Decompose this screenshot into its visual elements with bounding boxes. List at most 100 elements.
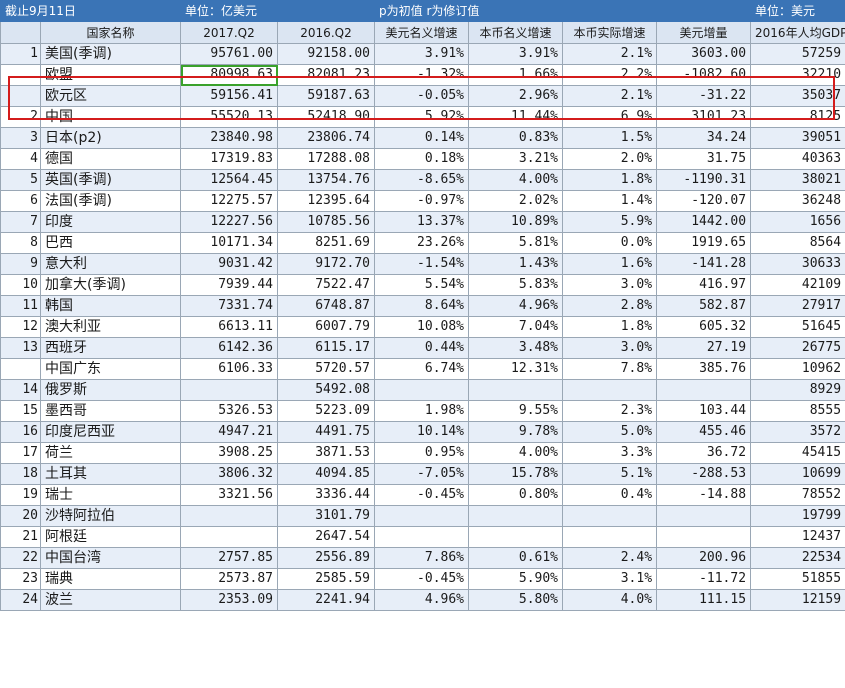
country-name-cell[interactable]: 中国广东 <box>40 358 181 380</box>
country-name-cell[interactable]: 荷兰 <box>40 442 181 464</box>
per-capita-gdp-cell[interactable]: 40363 <box>750 148 845 170</box>
usd-increment-cell[interactable]: 3603.00 <box>656 43 752 65</box>
per-capita-gdp-cell[interactable]: 8929 <box>750 379 845 401</box>
gdp-2017q2-cell[interactable]: 12275.57 <box>180 190 278 212</box>
local-nominal-growth-cell[interactable]: 0.61% <box>468 547 564 569</box>
per-capita-gdp-cell[interactable]: 35037 <box>750 85 845 107</box>
usd-nominal-growth-cell[interactable]: -0.45% <box>374 568 470 590</box>
local-real-growth-cell[interactable] <box>562 526 658 548</box>
gdp-2017q2-cell[interactable]: 2353.09 <box>180 589 278 611</box>
gdp-2016q2-cell[interactable]: 8251.69 <box>276 232 376 254</box>
usd-nominal-growth-cell[interactable] <box>374 505 470 527</box>
usd-increment-cell[interactable] <box>656 379 752 401</box>
header-per-capita-gdp[interactable]: 2016年人均GDP <box>750 21 845 44</box>
banner-unit-left[interactable]: 单位：亿美元 <box>179 0 376 22</box>
gdp-2017q2-cell[interactable] <box>180 379 278 401</box>
row-index-cell[interactable] <box>0 85 41 107</box>
per-capita-gdp-cell[interactable]: 78552 <box>750 484 845 506</box>
usd-increment-cell[interactable]: 455.46 <box>656 421 752 443</box>
local-nominal-growth-cell[interactable]: 11.44% <box>468 106 564 128</box>
usd-increment-cell[interactable]: 1442.00 <box>656 211 752 233</box>
local-nominal-growth-cell[interactable]: 7.04% <box>468 316 564 338</box>
usd-increment-cell[interactable]: 36.72 <box>656 442 752 464</box>
usd-increment-cell[interactable]: 111.15 <box>656 589 752 611</box>
gdp-2016q2-cell[interactable]: 2556.89 <box>276 547 376 569</box>
usd-increment-cell[interactable]: 605.32 <box>656 316 752 338</box>
gdp-2017q2-cell[interactable]: 5326.53 <box>180 400 278 422</box>
gdp-2016q2-cell[interactable]: 82081.23 <box>276 64 376 86</box>
local-real-growth-cell[interactable]: 0.4% <box>562 484 658 506</box>
gdp-2016q2-cell[interactable]: 6115.17 <box>276 337 376 359</box>
gdp-2017q2-cell[interactable]: 7331.74 <box>180 295 278 317</box>
per-capita-gdp-cell[interactable]: 38021 <box>750 169 845 191</box>
local-real-growth-cell[interactable]: 2.2% <box>562 64 658 86</box>
gdp-2016q2-cell[interactable]: 12395.64 <box>276 190 376 212</box>
gdp-2016q2-cell[interactable]: 4491.75 <box>276 421 376 443</box>
local-nominal-growth-cell[interactable]: 15.78% <box>468 463 564 485</box>
country-name-cell[interactable]: 沙特阿拉伯 <box>40 505 181 527</box>
header-2017q2[interactable]: 2017.Q2 <box>180 21 278 44</box>
usd-nominal-growth-cell[interactable]: 8.64% <box>374 295 470 317</box>
country-name-cell[interactable]: 瑞典 <box>40 568 181 590</box>
usd-nominal-growth-cell[interactable]: 1.98% <box>374 400 470 422</box>
row-index-cell[interactable]: 8 <box>0 232 41 254</box>
row-index-cell[interactable]: 7 <box>0 211 41 233</box>
per-capita-gdp-cell[interactable]: 19799 <box>750 505 845 527</box>
usd-increment-cell[interactable]: 385.76 <box>656 358 752 380</box>
gdp-2016q2-cell[interactable]: 59187.63 <box>276 85 376 107</box>
per-capita-gdp-cell[interactable]: 1656 <box>750 211 845 233</box>
local-real-growth-cell[interactable]: 5.0% <box>562 421 658 443</box>
header-country[interactable]: 国家名称 <box>40 21 181 44</box>
row-index-cell[interactable]: 20 <box>0 505 41 527</box>
local-nominal-growth-cell[interactable]: 5.80% <box>468 589 564 611</box>
gdp-2017q2-cell[interactable]: 2757.85 <box>180 547 278 569</box>
usd-increment-cell[interactable]: 34.24 <box>656 127 752 149</box>
local-nominal-growth-cell[interactable]: 4.00% <box>468 442 564 464</box>
usd-increment-cell[interactable]: 103.44 <box>656 400 752 422</box>
local-real-growth-cell[interactable]: 2.4% <box>562 547 658 569</box>
row-index-cell[interactable]: 18 <box>0 463 41 485</box>
header-index[interactable] <box>0 21 41 44</box>
gdp-2017q2-cell[interactable]: 7939.44 <box>180 274 278 296</box>
usd-nominal-growth-cell[interactable]: 6.74% <box>374 358 470 380</box>
per-capita-gdp-cell[interactable]: 45415 <box>750 442 845 464</box>
usd-increment-cell[interactable]: -288.53 <box>656 463 752 485</box>
usd-nominal-growth-cell[interactable]: 10.08% <box>374 316 470 338</box>
country-name-cell[interactable]: 印度尼西亚 <box>40 421 181 443</box>
usd-nominal-growth-cell[interactable]: -0.97% <box>374 190 470 212</box>
usd-increment-cell[interactable] <box>656 526 752 548</box>
gdp-2017q2-cell[interactable] <box>180 505 278 527</box>
local-real-growth-cell[interactable]: 7.8% <box>562 358 658 380</box>
country-name-cell[interactable]: 意大利 <box>40 253 181 275</box>
gdp-2017q2-cell[interactable]: 3321.56 <box>180 484 278 506</box>
per-capita-gdp-cell[interactable]: 30633 <box>750 253 845 275</box>
row-index-cell[interactable]: 1 <box>0 43 41 65</box>
country-name-cell[interactable]: 巴西 <box>40 232 181 254</box>
per-capita-gdp-cell[interactable]: 10699 <box>750 463 845 485</box>
country-name-cell[interactable]: 墨西哥 <box>40 400 181 422</box>
usd-nominal-growth-cell[interactable]: 0.14% <box>374 127 470 149</box>
local-nominal-growth-cell[interactable]: 0.83% <box>468 127 564 149</box>
country-name-cell[interactable]: 英国(季调) <box>40 169 181 191</box>
row-index-cell[interactable]: 17 <box>0 442 41 464</box>
usd-nominal-growth-cell[interactable] <box>374 526 470 548</box>
local-real-growth-cell[interactable]: 4.0% <box>562 589 658 611</box>
per-capita-gdp-cell[interactable]: 51855 <box>750 568 845 590</box>
country-name-cell[interactable]: 中国台湾 <box>40 547 181 569</box>
gdp-2017q2-cell[interactable]: 6142.36 <box>180 337 278 359</box>
local-nominal-growth-cell[interactable]: 5.81% <box>468 232 564 254</box>
usd-nominal-growth-cell[interactable]: 5.54% <box>374 274 470 296</box>
local-real-growth-cell[interactable]: 3.0% <box>562 337 658 359</box>
per-capita-gdp-cell[interactable]: 39051 <box>750 127 845 149</box>
per-capita-gdp-cell[interactable]: 51645 <box>750 316 845 338</box>
gdp-2016q2-cell[interactable]: 9172.70 <box>276 253 376 275</box>
gdp-2016q2-cell[interactable]: 2585.59 <box>276 568 376 590</box>
local-real-growth-cell[interactable]: 2.0% <box>562 148 658 170</box>
gdp-2017q2-cell[interactable]: 12564.45 <box>180 169 278 191</box>
country-name-cell[interactable]: 波兰 <box>40 589 181 611</box>
local-real-growth-cell[interactable]: 0.0% <box>562 232 658 254</box>
local-nominal-growth-cell[interactable]: 2.96% <box>468 85 564 107</box>
local-real-growth-cell[interactable]: 2.1% <box>562 85 658 107</box>
gdp-2016q2-cell[interactable]: 2241.94 <box>276 589 376 611</box>
row-index-cell[interactable]: 15 <box>0 400 41 422</box>
